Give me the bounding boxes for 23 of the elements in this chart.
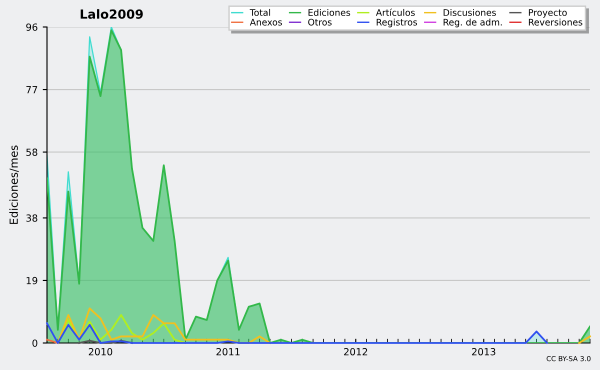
legend-label: Reg. de adm. <box>444 18 502 28</box>
legend-label: Otros <box>308 18 332 26</box>
y-tick-label: 77 <box>26 86 38 94</box>
x-tick-label: 2011 <box>216 348 240 356</box>
y-tick-label: 96 <box>26 23 38 31</box>
legend-label: Discusiones <box>444 8 496 16</box>
legend-label: Ediciones <box>308 8 350 16</box>
y-tick-label: 58 <box>26 148 38 156</box>
chart-title: Lalo2009 <box>80 9 143 19</box>
x-tick-label: 2010 <box>88 348 112 356</box>
y-axis-title: Ediciones/mes <box>9 146 19 224</box>
legend-label: Total <box>250 8 270 16</box>
y-tick-label: 19 <box>26 276 38 284</box>
legend-label: Artículos <box>376 8 415 16</box>
x-tick-label: 2013 <box>472 348 496 356</box>
y-tick-label: 0 <box>32 339 38 347</box>
legend-label: Registros <box>376 18 418 28</box>
x-tick-label: 2012 <box>344 348 368 356</box>
line-series <box>46 322 548 344</box>
legend-label: Anexos <box>250 18 282 26</box>
y-tick-label: 38 <box>26 214 38 222</box>
legend-label: Proyecto <box>528 9 567 18</box>
legend-label: Reversiones <box>528 18 582 26</box>
